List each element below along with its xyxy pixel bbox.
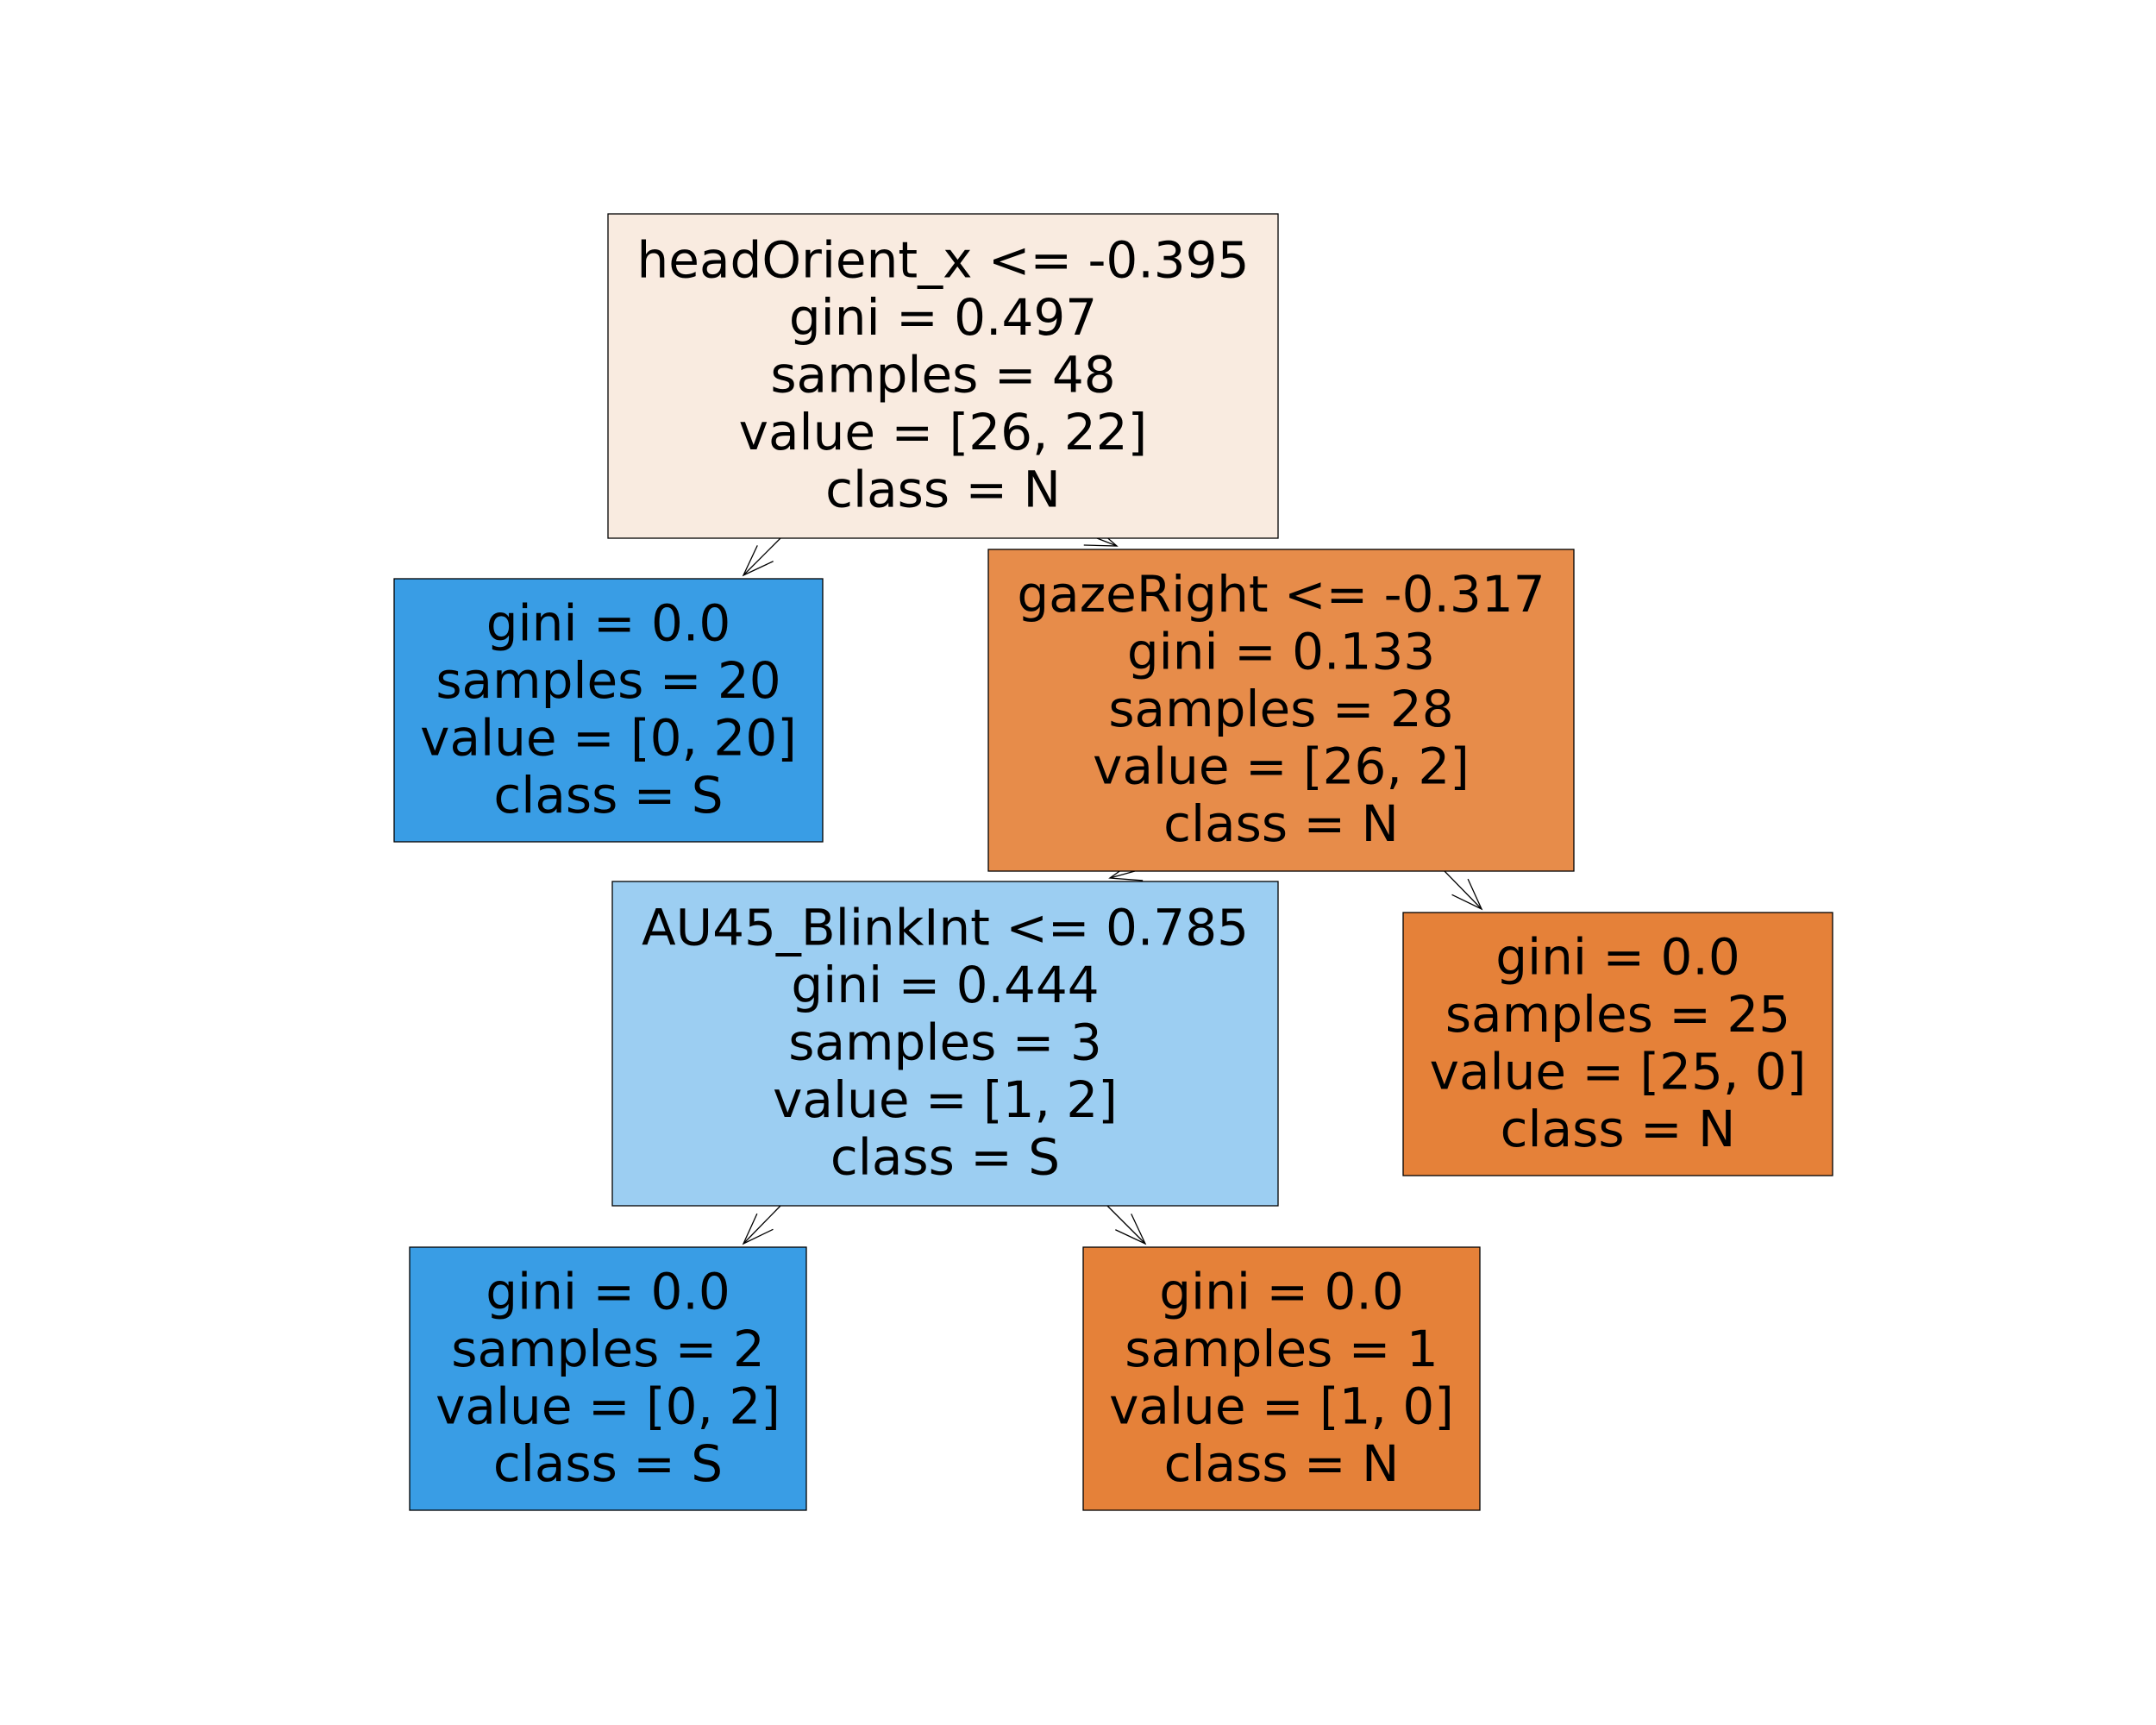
- node-line: class = S: [493, 766, 723, 825]
- node-box: [1402, 912, 1833, 1176]
- edge-gazeright-split-to-blink-split: [1108, 858, 1144, 881]
- node-line: value = [25, 0]: [1430, 1042, 1807, 1101]
- node-line: gini = 0.133: [1127, 623, 1435, 681]
- node-line: gini = 0.444: [791, 956, 1099, 1014]
- node-line: gini = 0.0: [1495, 927, 1740, 986]
- edge-gazeright-split-to-right-leaf-25: [1444, 870, 1483, 911]
- node-line: samples = 1: [1125, 1320, 1438, 1378]
- node-line: class = S: [830, 1128, 1060, 1187]
- node-line: value = [26, 2]: [1093, 737, 1470, 796]
- node-line: class = N: [1163, 794, 1399, 853]
- node-line: samples = 25: [1445, 985, 1790, 1044]
- node-line: gini = 0.497: [789, 288, 1097, 347]
- edge-root-to-gazeright-split: [1083, 524, 1119, 547]
- node-line: gini = 0.0: [486, 593, 731, 652]
- node-line: class = S: [493, 1434, 723, 1493]
- node-line: class = N: [1164, 1434, 1400, 1493]
- edge-blink-split-to-leaf-2: [742, 1205, 781, 1245]
- edge-blink-split-to-leaf-1: [1106, 1205, 1147, 1245]
- node-line: class = N: [1501, 1100, 1736, 1158]
- edge-root-to-left-leaf-1: [742, 537, 781, 577]
- node-line: samples = 2: [451, 1320, 764, 1378]
- node-line: gini = 0.0: [486, 1262, 730, 1320]
- node-box: [987, 549, 1575, 872]
- node-line: samples = 20: [436, 651, 780, 710]
- node-line: value = [1, 2]: [773, 1070, 1118, 1129]
- node-line: samples = 28: [1108, 680, 1453, 738]
- node-line: class = N: [825, 461, 1061, 519]
- node-box: [409, 1246, 807, 1511]
- node-line: AU45_BlinkInt <= 0.785: [642, 899, 1249, 957]
- node-line: samples = 48: [770, 346, 1115, 405]
- node-box: [1082, 1246, 1481, 1511]
- node-line: samples = 3: [788, 1013, 1101, 1072]
- node-line: value = [1, 0]: [1109, 1377, 1454, 1435]
- node-box: [393, 578, 824, 843]
- node-line: value = [0, 20]: [420, 708, 797, 767]
- node-line: value = [0, 2]: [436, 1377, 780, 1435]
- node-box: [607, 213, 1279, 539]
- node-box: [611, 881, 1279, 1207]
- edges-layer: [742, 524, 1483, 1245]
- node-line: gazeRight <= -0.317: [1017, 565, 1545, 624]
- node-line: value = [26, 22]: [739, 403, 1148, 461]
- node-line: gini = 0.0: [1159, 1262, 1404, 1320]
- node-line: headOrient_x <= -0.395: [637, 231, 1250, 290]
